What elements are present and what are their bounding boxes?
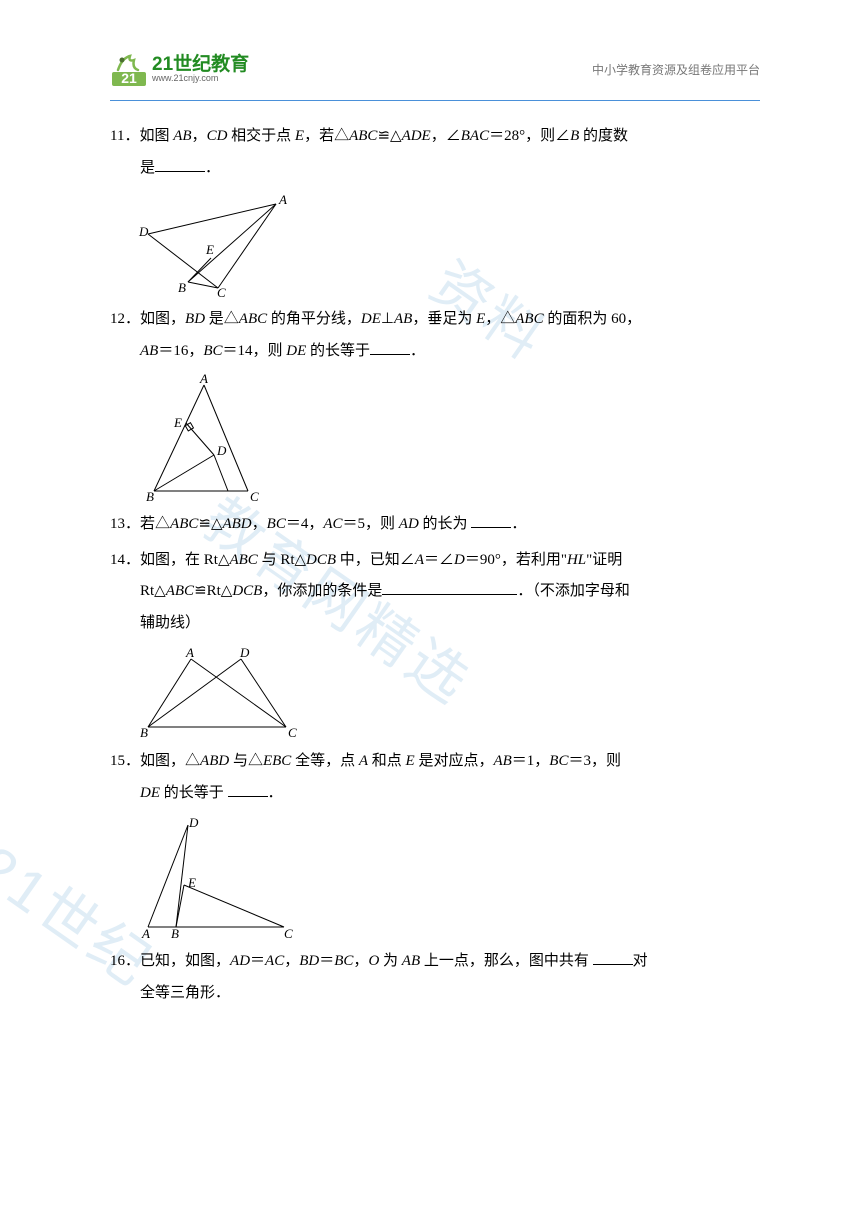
svg-text:E: E — [205, 242, 214, 257]
svg-text:21: 21 — [121, 70, 137, 86]
question-14: 14．如图，在 Rt△ABC 与 Rt△DCB 中，已知∠A＝∠D＝90°，若利… — [110, 545, 760, 640]
svg-text:A: A — [199, 373, 208, 386]
q16-num: 16． — [110, 953, 140, 969]
logo-area: 21 21世纪教育 www.21cnjy.com — [110, 50, 249, 88]
svg-text:D: D — [216, 443, 227, 458]
svg-text:B: B — [178, 280, 186, 295]
svg-text:B: B — [171, 926, 179, 940]
figure-14: A D B C — [136, 645, 760, 740]
q11-blank — [155, 154, 205, 172]
svg-text:A: A — [185, 645, 194, 660]
question-11: 11．如图 AB，CD 相交于点 E，若△ABC≌△ADE，∠BAC＝28°，则… — [110, 121, 760, 184]
q12-blank — [370, 337, 410, 355]
svg-text:C: C — [288, 725, 297, 740]
q15-num: 15． — [110, 753, 140, 769]
q13-blank — [471, 510, 511, 528]
q15-blank — [228, 779, 268, 797]
q16-blank — [593, 947, 633, 965]
svg-text:A: A — [278, 192, 287, 207]
q13-num: 13． — [110, 516, 140, 532]
svg-text:C: C — [217, 285, 226, 298]
figure-15: D E A B C — [136, 815, 760, 940]
page-header: 21 21世纪教育 www.21cnjy.com 中小学教育资源及组卷应用平台 — [110, 50, 760, 92]
logo-text-group: 21世纪教育 www.21cnjy.com — [152, 55, 249, 83]
svg-text:A: A — [141, 926, 150, 940]
svg-text:C: C — [284, 926, 293, 940]
figure-12: A E D B C — [136, 373, 760, 503]
logo-icon: 21 — [110, 50, 148, 88]
svg-text:E: E — [173, 415, 182, 430]
logo-sub-text: www.21cnjy.com — [152, 74, 249, 83]
header-divider — [110, 100, 760, 101]
question-13: 13．若△ABC≌△ABD，BC＝4，AC＝5，则 AD 的长为 ． — [110, 509, 760, 541]
header-right-text: 中小学教育资源及组卷应用平台 — [592, 61, 760, 78]
svg-text:D: D — [188, 815, 199, 830]
q14-num: 14． — [110, 552, 140, 568]
q12-num: 12． — [110, 311, 140, 327]
logo-main-text: 21世纪教育 — [152, 55, 249, 74]
svg-text:B: B — [140, 725, 148, 740]
q11-num: 11． — [110, 128, 139, 144]
content-area: 11．如图 AB，CD 相交于点 E，若△ABC≌△ADE，∠BAC＝28°，则… — [110, 121, 760, 1009]
svg-text:E: E — [187, 875, 196, 890]
svg-text:D: D — [239, 645, 250, 660]
question-16: 16．已知，如图，AD＝AC，BD＝BC，O 为 AB 上一点，那么，图中共有 … — [110, 946, 760, 1009]
question-15: 15．如图，△ABD 与△EBC 全等，点 A 和点 E 是对应点，AB＝1，B… — [110, 746, 760, 809]
q14-blank — [382, 577, 517, 595]
svg-text:C: C — [250, 489, 259, 503]
figure-11: A D E B C — [136, 190, 760, 298]
svg-text:B: B — [146, 489, 154, 503]
svg-text:D: D — [138, 224, 149, 239]
question-12: 12．如图，BD 是△ABC 的角平分线，DE⊥AB，垂足为 E，△ABC 的面… — [110, 304, 760, 367]
